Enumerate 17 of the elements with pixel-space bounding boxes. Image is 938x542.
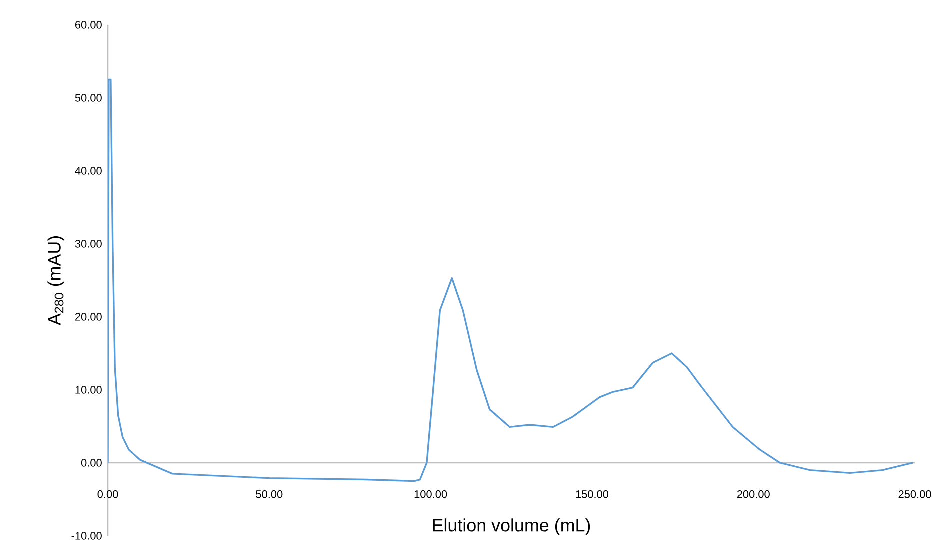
x-tick-label: 100.00: [414, 490, 448, 498]
y-tick-label: 40.00: [75, 167, 102, 175]
y-tick-label: 10.00: [76, 386, 102, 394]
y-tick-label: 30.00: [75, 240, 102, 248]
y-tick-label: -10.00: [72, 532, 102, 540]
line-series: [108, 78, 914, 482]
y-tick-label: 20.00: [75, 313, 102, 321]
x-tick-label: 250.00: [898, 490, 932, 498]
y-tick-label: 60.00: [76, 21, 102, 29]
x-tick-label: 0.00: [98, 490, 118, 498]
y-tick-label: 50.00: [75, 94, 102, 102]
y-axis-title: A$_{280}$ (mAU): [48, 236, 64, 326]
x-axis-title: Elution volume (mL): [433, 518, 590, 536]
x-tick-label: 150.00: [576, 490, 609, 498]
x-tick-label: 200.00: [737, 490, 770, 498]
y-tick-label: 0.00: [81, 459, 102, 467]
x-tick-label: 50.00: [256, 490, 283, 498]
